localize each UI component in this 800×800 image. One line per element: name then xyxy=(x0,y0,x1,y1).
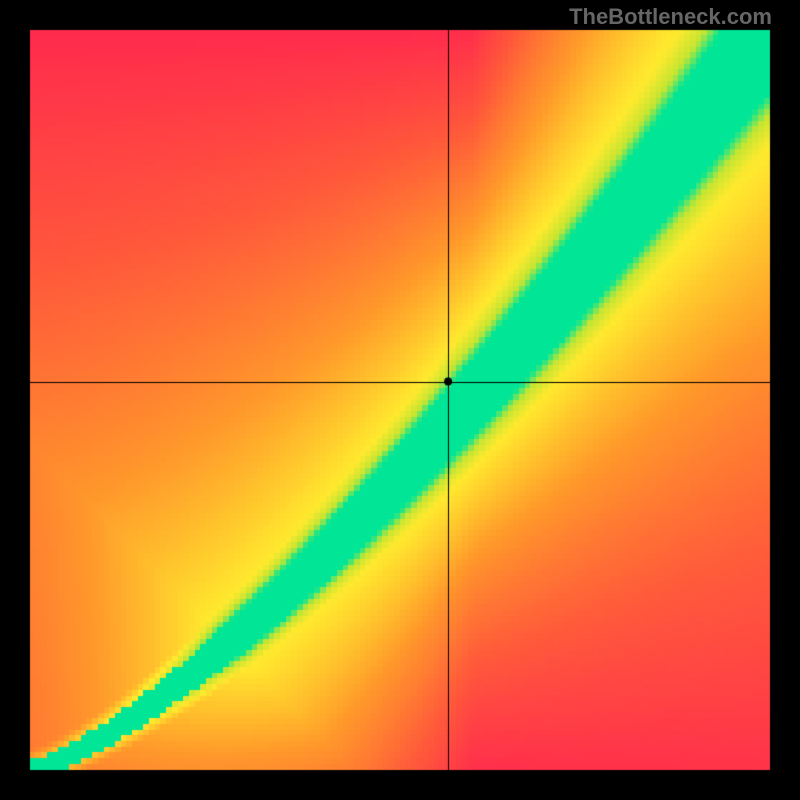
chart-container: TheBottleneck.com xyxy=(0,0,800,800)
bottleneck-heatmap xyxy=(0,0,800,800)
